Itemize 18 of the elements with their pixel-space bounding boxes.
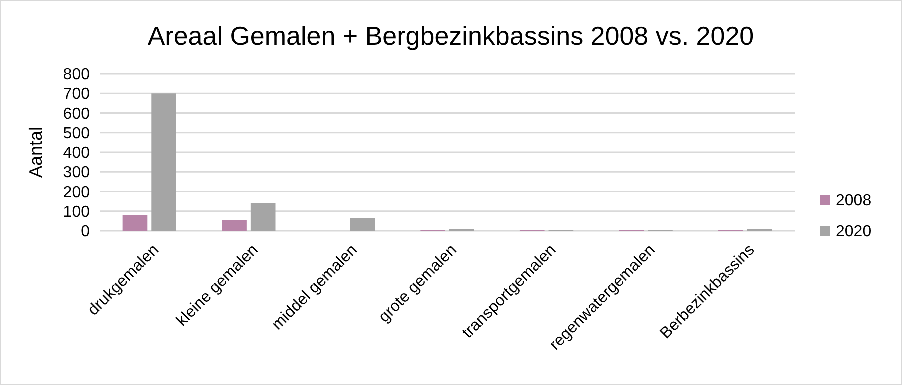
y-tick-label: 200 (63, 184, 90, 202)
chart-title: Areaal Gemalen + Bergbezinkbassins 2008 vs. 2020 (148, 21, 754, 51)
y-tick-label: 800 (63, 66, 90, 84)
legend-label: 2008 (836, 192, 872, 210)
y-axis-title: Aantal (26, 126, 46, 178)
bar (350, 218, 376, 231)
y-tick-label: 500 (63, 125, 90, 142)
bar (152, 94, 176, 231)
bar (122, 215, 148, 231)
y-tick-label: 0 (81, 224, 90, 241)
y-tick-label: 400 (63, 145, 90, 162)
bar (222, 220, 247, 231)
y-tick-label: 300 (63, 164, 90, 182)
y-tick-label: 700 (63, 86, 90, 104)
bar (250, 203, 276, 231)
y-tick-label: 100 (63, 204, 90, 221)
legend-label: 2020 (836, 224, 872, 241)
y-tick-label: 600 (63, 106, 90, 123)
